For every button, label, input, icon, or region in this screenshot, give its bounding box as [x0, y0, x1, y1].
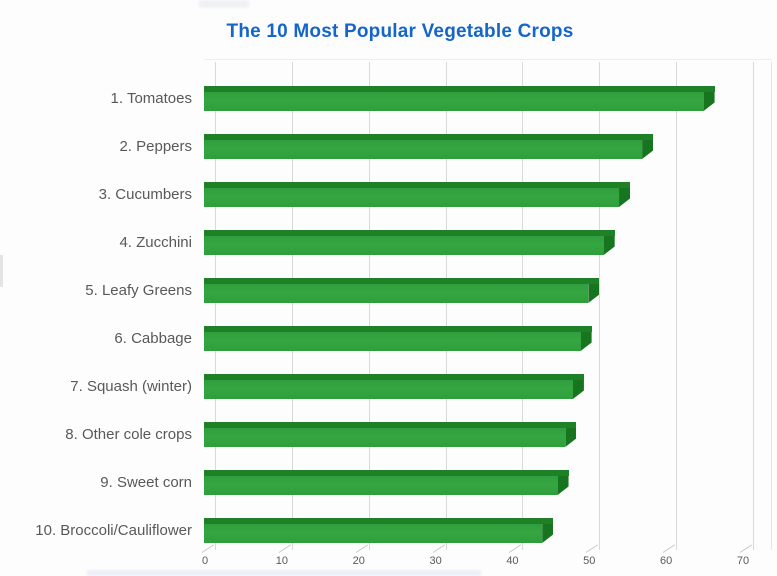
bar	[204, 86, 715, 111]
x-tick-label: 20	[352, 555, 365, 567]
bar-front-face	[204, 140, 643, 159]
bar-top-face	[204, 182, 631, 188]
category-label: 3. Cucumbers	[98, 186, 192, 203]
bar-end-cap	[565, 428, 577, 447]
gridline-10	[291, 62, 293, 550]
plot-top-border	[204, 59, 772, 60]
bar-top-face	[204, 134, 654, 140]
gridline-0	[215, 62, 216, 550]
bar-end-cap	[603, 236, 615, 255]
bar-front-face	[204, 524, 543, 543]
x-tick-label: 60	[660, 555, 673, 567]
artifact-left-smudge	[0, 255, 3, 287]
bar	[204, 182, 631, 207]
bar-end-cap	[642, 140, 654, 159]
bar	[204, 518, 554, 543]
bar-end-cap	[588, 284, 600, 303]
gridline-50	[599, 62, 601, 550]
bar-top-face	[204, 422, 577, 428]
category-label: 6. Cabbage	[114, 330, 192, 347]
bar	[204, 134, 654, 159]
bar-front-face	[204, 428, 566, 447]
bar-end-cap	[572, 380, 584, 399]
bar	[204, 470, 569, 495]
category-label: 8. Other cole crops	[65, 426, 192, 443]
bar	[204, 230, 615, 255]
x-tick-label: 50	[583, 555, 596, 567]
gridline-30	[445, 62, 447, 550]
bar-top-face	[204, 518, 554, 524]
gridline-40	[522, 62, 524, 550]
bar-front-face	[204, 188, 620, 207]
bar-top-face	[204, 470, 569, 476]
category-label: 5. Leafy Greens	[85, 282, 192, 299]
plot-right-border	[771, 62, 772, 550]
bar-top-face	[204, 230, 615, 236]
gridline-70	[753, 62, 755, 550]
bar-top-face	[204, 374, 584, 380]
category-label: 4. Zucchini	[119, 234, 192, 251]
bar-end-cap	[619, 188, 631, 207]
bar-top-face	[204, 278, 600, 284]
chart-title: The 10 Most Popular Vegetable Crops	[226, 21, 574, 42]
bar-top-face	[204, 86, 715, 92]
bar-front-face	[204, 236, 604, 255]
plot-area	[0, 59, 777, 550]
gridline-60	[676, 62, 678, 550]
x-tick-label: 70	[736, 555, 750, 567]
bar-end-cap	[542, 524, 554, 543]
category-label: 9. Sweet corn	[100, 474, 192, 491]
bar-front-face	[204, 380, 573, 399]
x-tick-label: 0	[201, 555, 209, 567]
bar-top-face	[204, 326, 592, 332]
category-label: 2. Peppers	[119, 138, 192, 155]
x-tick-label: 10	[275, 555, 288, 567]
bar	[204, 422, 577, 447]
category-label: 10. Broccoli/Cauliflower	[35, 522, 192, 539]
bar-front-face	[204, 284, 589, 303]
gridline-20	[368, 62, 370, 550]
bar-front-face	[204, 92, 704, 111]
bar	[204, 326, 592, 351]
bar-end-cap	[580, 332, 592, 351]
bar-end-cap	[557, 476, 569, 495]
bar-end-cap	[703, 92, 715, 111]
x-tick-label: 30	[429, 555, 442, 567]
category-label: 7. Squash (winter)	[70, 378, 192, 395]
bar-front-face	[204, 332, 581, 351]
x-tick-label: 40	[506, 555, 519, 567]
category-label: 1. Tomatoes	[110, 90, 192, 107]
bar	[204, 278, 600, 303]
artifact-bottom-smudge	[86, 570, 482, 576]
artifact-top-smudge	[198, 0, 250, 8]
bar-front-face	[204, 476, 558, 495]
bar	[204, 374, 584, 399]
